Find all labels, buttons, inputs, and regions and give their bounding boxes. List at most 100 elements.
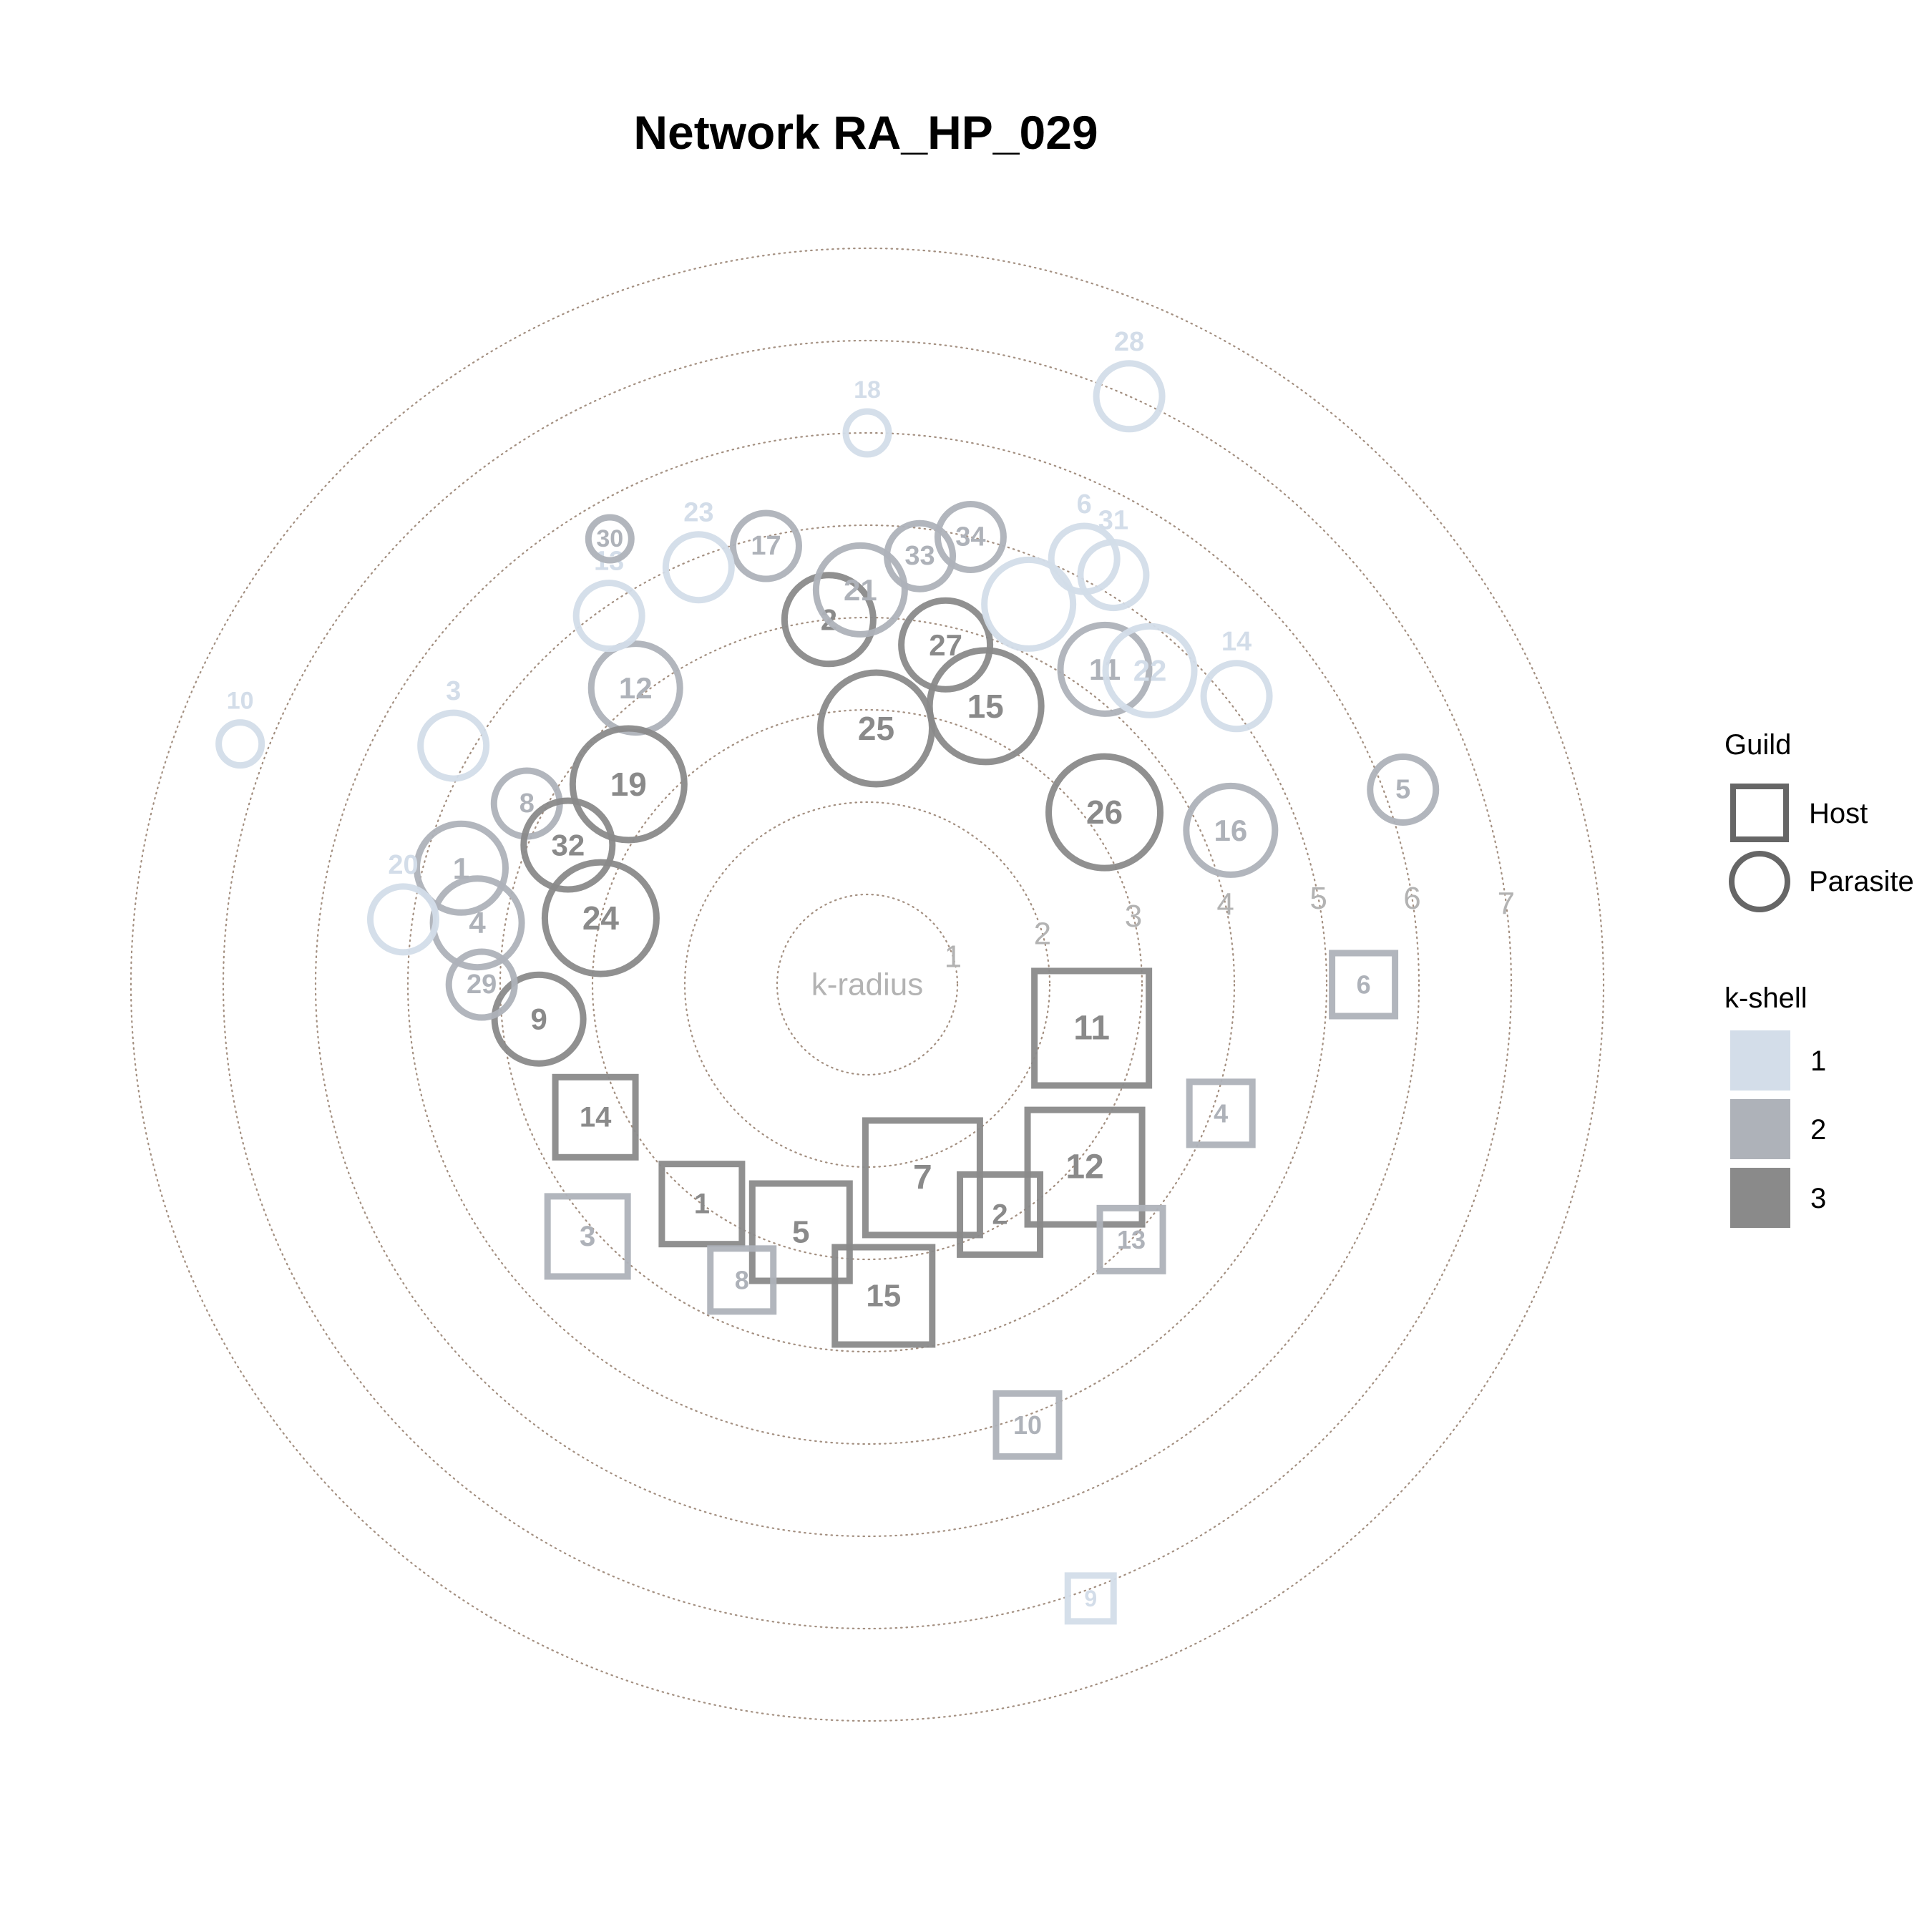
host-node-12 xyxy=(1024,1106,1146,1228)
legend-kshell-swatch-1 xyxy=(1730,1030,1790,1091)
host-node-6 xyxy=(1329,950,1399,1020)
legend-kshell-swatches: 1 2 3 xyxy=(1730,1030,1826,1228)
parasite-node-2 xyxy=(781,572,877,668)
parasite-label-30: 30 xyxy=(596,525,623,552)
host-label-2: 2 xyxy=(992,1199,1008,1230)
host-label-9: 9 xyxy=(1084,1586,1097,1611)
parasite-label-28: 28 xyxy=(1114,327,1144,357)
host-label-10: 10 xyxy=(1013,1410,1042,1440)
parasite-node-31 xyxy=(1077,539,1150,612)
parasite-label-14: 14 xyxy=(1221,627,1252,657)
parasite-node-9 xyxy=(491,971,587,1067)
host-node-14 xyxy=(552,1073,639,1161)
ring-label-6: 6 xyxy=(1403,881,1420,916)
parasite-label-21: 21 xyxy=(844,573,877,607)
host-node-4 xyxy=(1186,1078,1256,1148)
host-node-15 xyxy=(831,1244,936,1348)
parasite-nodes: 1234568910111213141516171819202122232425… xyxy=(215,327,1440,1067)
ring-5 xyxy=(314,431,1420,1538)
parasite-node-1 xyxy=(413,820,509,916)
host-node-1 xyxy=(658,1161,746,1248)
parasite-label-25: 25 xyxy=(858,710,894,747)
ring-2 xyxy=(591,708,1143,1261)
host-label-15: 15 xyxy=(866,1279,901,1314)
parasite-node-17 xyxy=(729,509,802,582)
legend-kshell-swatch-3 xyxy=(1730,1168,1790,1228)
host-label-13: 13 xyxy=(1117,1225,1146,1254)
parasite-label-29: 29 xyxy=(467,970,497,1000)
parasite-label-6: 6 xyxy=(1077,489,1092,519)
parasite-node-21 xyxy=(812,542,908,638)
ring-1 xyxy=(683,801,1051,1169)
parasite-label-9: 9 xyxy=(530,1002,547,1036)
legend: Guild Host Parasite k-shell 1 2 3 xyxy=(1724,729,1914,1228)
legend-kshell-label-3: 3 xyxy=(1810,1183,1826,1214)
parasite-node-27 xyxy=(898,597,994,693)
parasite-label-5: 5 xyxy=(1395,774,1410,804)
parasite-node-26 xyxy=(1045,753,1164,872)
parasite-label-19: 19 xyxy=(610,766,647,803)
parasite-label-33: 33 xyxy=(904,541,935,571)
parasite-label-15: 15 xyxy=(967,688,1004,725)
ring-label-5: 5 xyxy=(1309,881,1327,916)
parasite-node-30 xyxy=(585,514,635,564)
parasite-node-19 xyxy=(569,725,688,844)
parasite-node-34 xyxy=(934,500,1007,573)
ring-3 xyxy=(499,616,1236,1353)
parasite-label-10: 10 xyxy=(227,688,254,715)
parasite-label-24: 24 xyxy=(582,899,620,937)
parasite-node-20 xyxy=(366,883,439,956)
parasite-node-16 xyxy=(1183,782,1279,878)
ring-label-2: 2 xyxy=(1034,916,1051,951)
ring-label-1: 1 xyxy=(945,940,962,975)
ring-label-4: 4 xyxy=(1216,887,1234,922)
parasite-label-27: 27 xyxy=(929,628,962,662)
parasite-node-unlabeled-33 xyxy=(981,556,1077,652)
host-node-7 xyxy=(862,1117,983,1239)
host-node-2 xyxy=(957,1171,1044,1258)
parasite-node-10 xyxy=(215,719,265,769)
host-node-3 xyxy=(544,1193,631,1280)
parasite-node-14 xyxy=(1200,660,1273,733)
host-node-8 xyxy=(707,1245,777,1315)
parasite-node-28 xyxy=(1093,360,1166,433)
host-label-4: 4 xyxy=(1214,1098,1228,1128)
parasite-label-4: 4 xyxy=(469,906,486,940)
parasite-label-20: 20 xyxy=(388,850,418,880)
ring-6 xyxy=(222,339,1513,1630)
parasite-node-32 xyxy=(520,797,616,893)
ring-4 xyxy=(406,524,1328,1445)
parasite-label-31: 31 xyxy=(1098,506,1128,536)
parasite-label-1: 1 xyxy=(453,852,469,885)
host-label-7: 7 xyxy=(913,1158,932,1196)
legend-kshell-swatch-2 xyxy=(1730,1099,1790,1159)
host-label-14: 14 xyxy=(580,1101,612,1133)
legend-guild-title: Guild xyxy=(1724,729,1791,761)
host-label-8: 8 xyxy=(735,1265,749,1294)
ring-labels: 1 2 3 4 5 6 7 xyxy=(945,881,1516,975)
host-node-9 xyxy=(1064,1572,1117,1625)
host-node-10 xyxy=(992,1390,1063,1460)
parasite-node-18 xyxy=(842,408,892,458)
parasite-node-5 xyxy=(1367,753,1440,826)
parasite-label-17: 17 xyxy=(751,531,781,561)
parasite-label-26: 26 xyxy=(1086,794,1123,831)
parasite-label-32: 32 xyxy=(551,829,585,862)
parasite-label-3: 3 xyxy=(446,676,461,706)
host-node-13 xyxy=(1096,1204,1166,1274)
ring-label-7: 7 xyxy=(1498,887,1515,922)
parasite-node-22 xyxy=(1102,623,1198,718)
host-label-11: 11 xyxy=(1073,1009,1110,1047)
host-label-3: 3 xyxy=(580,1221,595,1252)
k-radius-center-label: k-radius xyxy=(811,967,924,1002)
legend-host-label: Host xyxy=(1809,798,1868,829)
parasite-label-23: 23 xyxy=(683,498,713,528)
host-node-5 xyxy=(748,1180,853,1284)
parasite-node-13 xyxy=(572,580,645,653)
host-label-5: 5 xyxy=(792,1214,809,1249)
host-label-12: 12 xyxy=(1065,1148,1103,1186)
parasite-label-22: 22 xyxy=(1133,654,1167,688)
host-label-1: 1 xyxy=(694,1189,710,1220)
